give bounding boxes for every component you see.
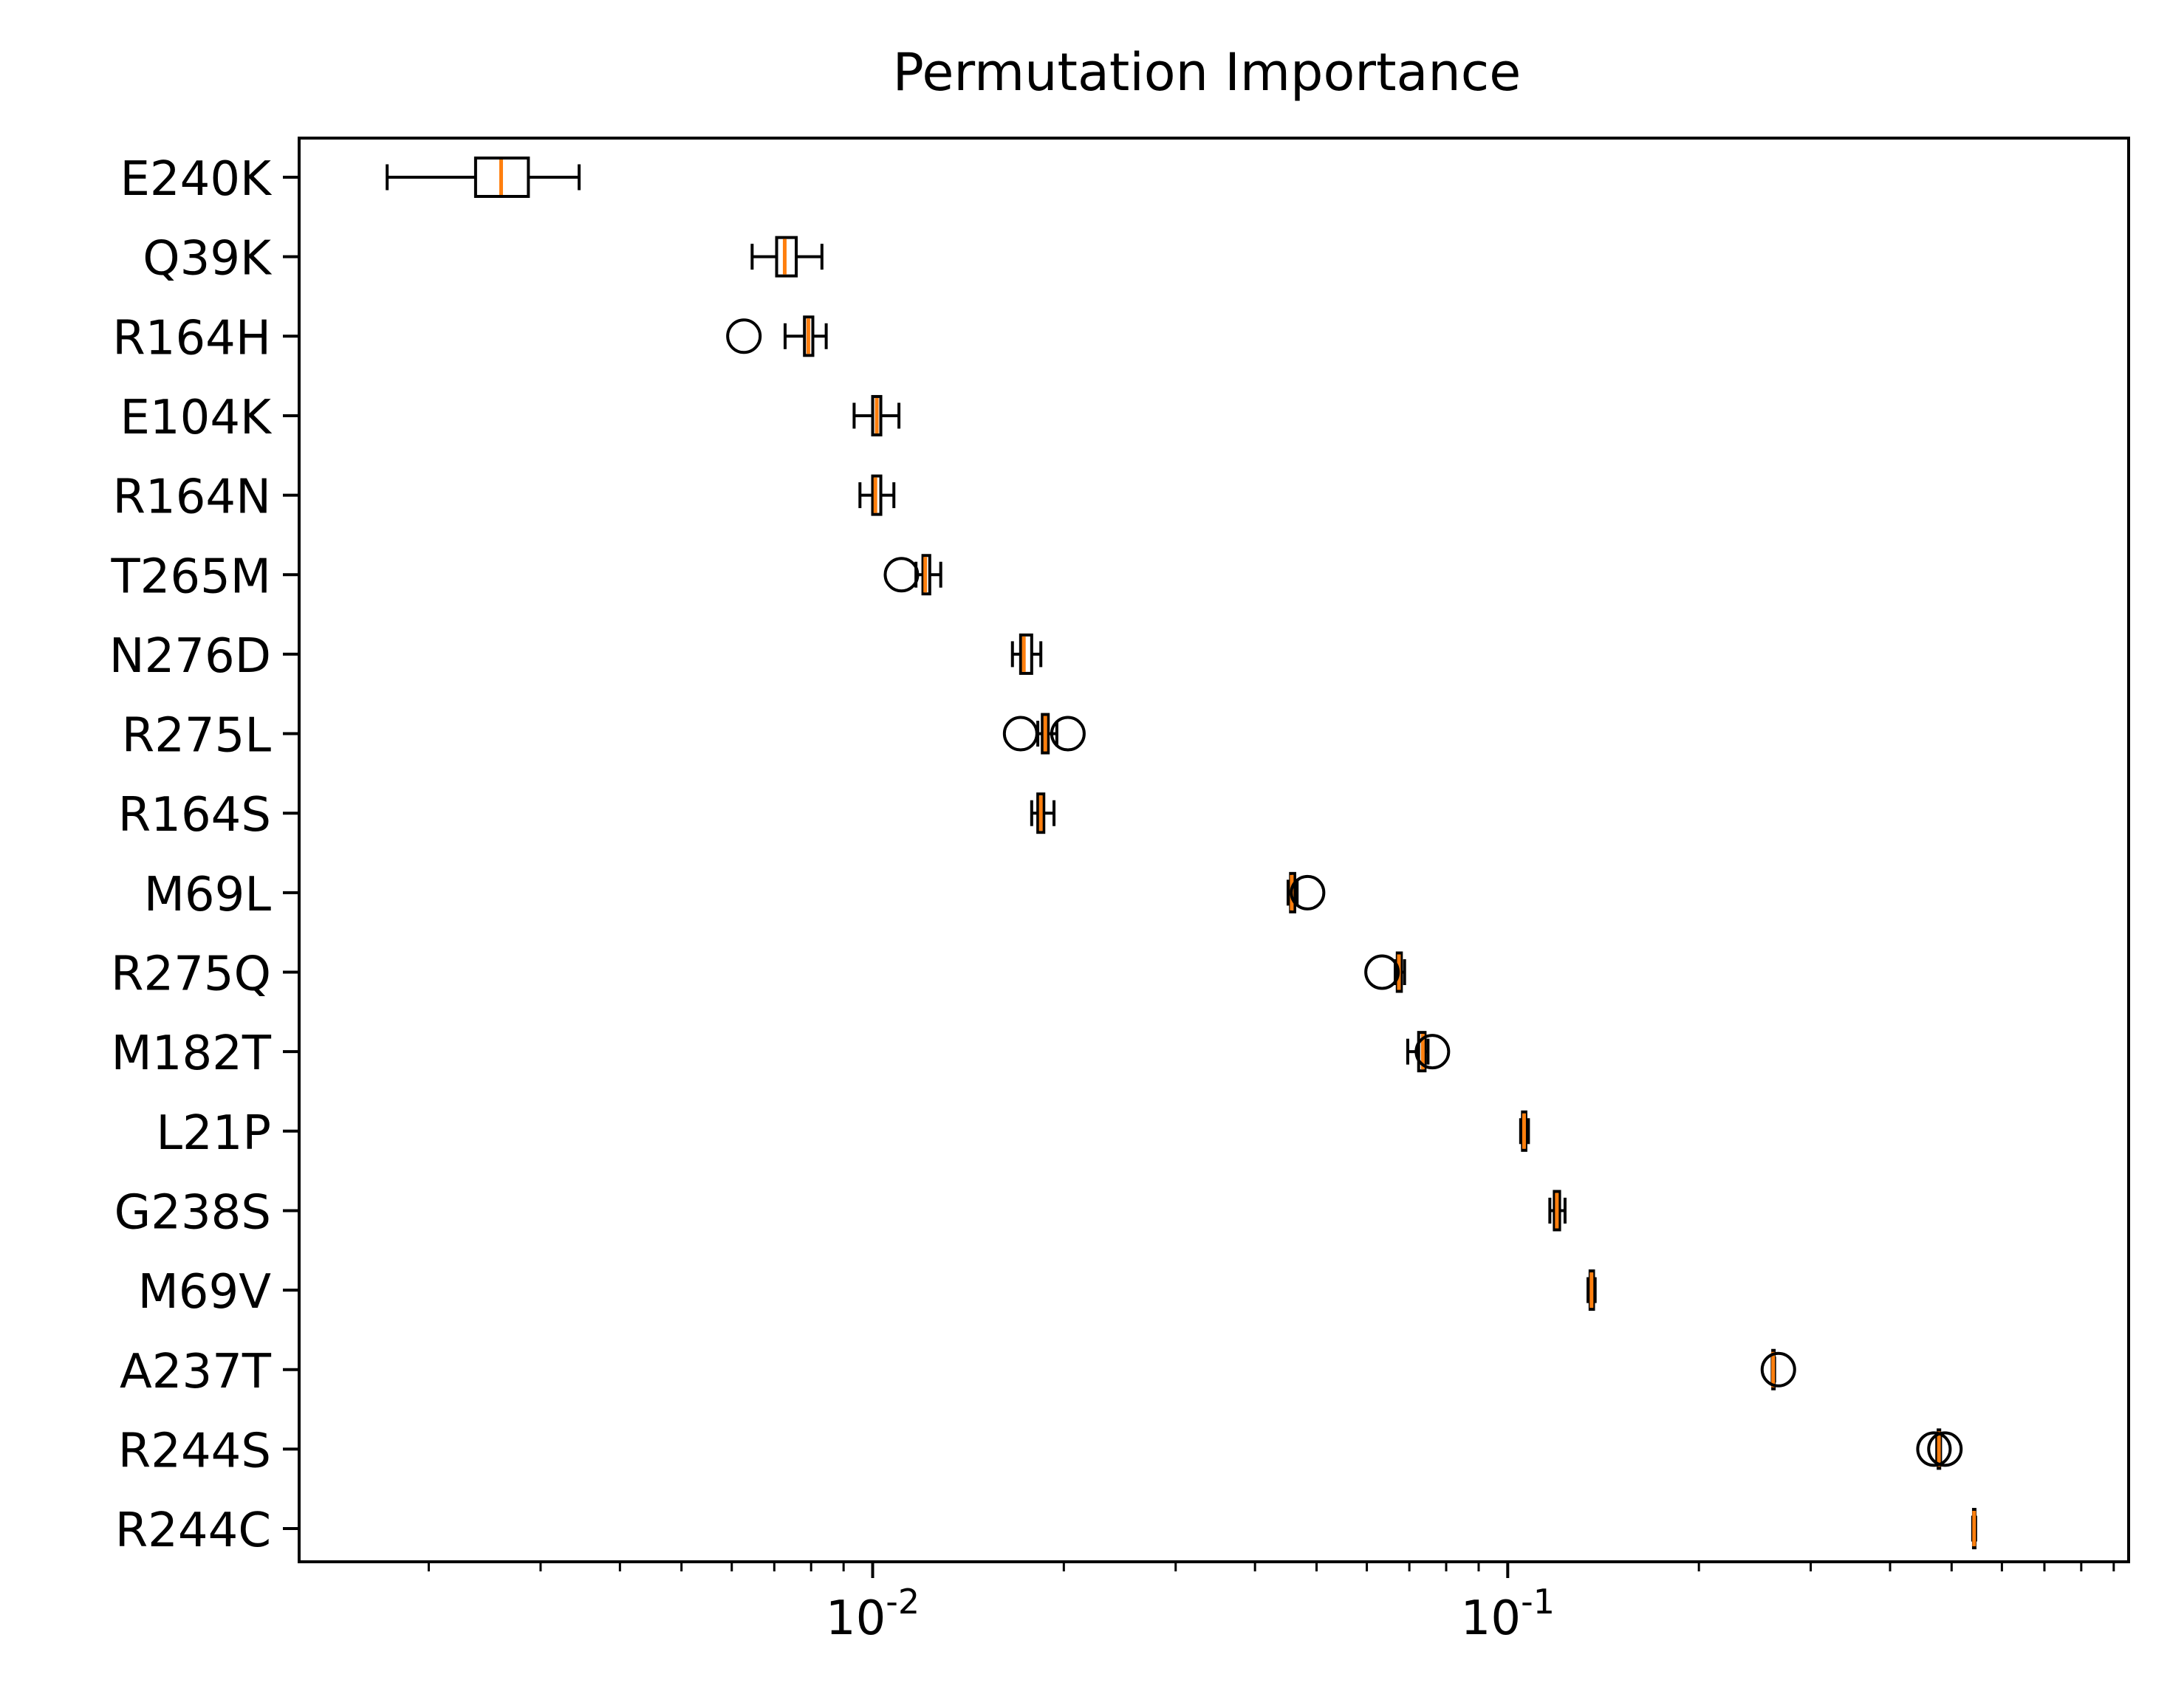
y-tick-label: A237T	[120, 1345, 272, 1399]
y-tick-label: R244C	[115, 1503, 271, 1558]
y-tick-label: R164N	[113, 470, 272, 525]
box-iqr	[1019, 633, 1033, 675]
y-tick-label: R164H	[112, 311, 271, 366]
box-iqr	[473, 157, 530, 198]
y-tick-label: R244S	[118, 1424, 271, 1478]
y-tick-label: M69L	[144, 868, 272, 922]
outlier-point	[1916, 1431, 1952, 1467]
outlier-point	[1290, 874, 1326, 910]
y-tick-label: M69V	[138, 1265, 272, 1320]
outlier-point	[1927, 1431, 1963, 1467]
outlier-point	[1414, 1034, 1451, 1070]
box-iqr	[1036, 792, 1046, 834]
y-tick-label: G238S	[114, 1185, 271, 1240]
y-tick-label: L21P	[156, 1106, 271, 1161]
chart-title: Permutation Importance	[893, 42, 1522, 103]
outlier-point	[1002, 716, 1038, 752]
box-iqr	[921, 554, 931, 596]
y-tick-label: Q39K	[143, 232, 273, 287]
y-tick-label: R275Q	[111, 947, 271, 1002]
outlier-point	[883, 557, 920, 593]
outlier-point	[1760, 1351, 1796, 1388]
box-iqr	[1041, 713, 1050, 755]
y-tick-label: N276D	[109, 629, 271, 684]
y-tick-label: E240K	[120, 152, 273, 207]
plot-area: E240K Q39K R164H E104K R164N T265M N276D R275L R…	[109, 152, 2115, 1646]
box-iqr	[775, 236, 798, 278]
box-iqr	[1553, 1190, 1561, 1232]
y-tick-label: R275L	[122, 709, 272, 764]
y-tick-label: R164S	[118, 788, 271, 843]
box-iqr	[871, 474, 883, 516]
box-iqr	[871, 394, 883, 436]
y-tick-label: E104K	[120, 391, 273, 445]
plot-frame	[298, 137, 2130, 1563]
outlier-point	[1050, 716, 1086, 752]
outlier-point	[726, 318, 762, 354]
x-tick-label: 10-1	[1461, 1582, 1555, 1646]
box-iqr	[803, 315, 815, 357]
outlier-point	[1364, 954, 1400, 990]
box-iqr	[1417, 1031, 1427, 1073]
y-tick-label: M182T	[112, 1026, 272, 1081]
x-tick-label: 10-2	[826, 1582, 920, 1646]
y-tick-label: T265M	[111, 549, 271, 604]
